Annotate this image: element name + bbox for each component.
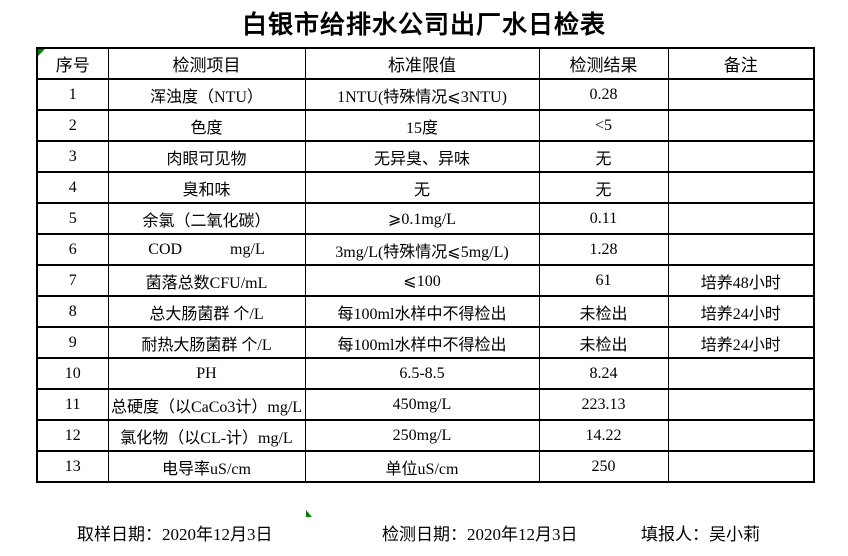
cell-note [667, 171, 815, 204]
cell-no: 13 [36, 450, 109, 483]
cell-limit: 每100ml水样中不得检出 [304, 326, 540, 359]
cell-note: 培养24小时 [667, 326, 815, 359]
cell-limit: 15度 [304, 109, 540, 142]
cell-no: 3 [36, 140, 109, 173]
cell-no: 11 [36, 388, 109, 421]
cell-result: 未检出 [538, 295, 669, 328]
cell-no: 2 [36, 109, 109, 142]
cell-note [667, 202, 815, 235]
cell-limit: ⩽100 [304, 264, 540, 297]
footer: 取样日期：2020年12月3日 检测日期：2020年12月3日 填报人：吴小莉 [0, 520, 848, 544]
cell-result: 0.11 [538, 202, 669, 235]
header-cell-result: 检测结果 [538, 47, 669, 80]
cell-result: 223.13 [538, 388, 669, 421]
cell-item: 总大肠菌群 个/L [107, 295, 306, 328]
cell-item: 菌落总数CFU/mL [107, 264, 306, 297]
cell-note [667, 140, 815, 173]
header-cell-no: 序号 [36, 47, 109, 80]
cell-note [667, 450, 815, 483]
table-row: 13 电导率uS/cm 单位uS/cm 250 [36, 450, 815, 483]
table-row: 4 臭和味无无 [36, 171, 815, 204]
cell-no: 7 [36, 264, 109, 297]
cell-limit: 6.5-8.5 [304, 357, 540, 390]
cell-no: 12 [36, 419, 109, 452]
cell-limit: ⩾0.1mg/L [304, 202, 540, 235]
table-row: 2 色度 15度 <5 [36, 109, 815, 142]
cell-limit: 每100ml水样中不得检出 [304, 295, 540, 328]
reporter-text: 填报人：吴小莉 [641, 525, 760, 544]
cell-item: 耐热大肠菌群 个/L [107, 326, 306, 359]
table-row: 12 氯化物（以CL-计）mg/L 250mg/L 14.22 [36, 419, 815, 452]
cell-no: 1 [36, 78, 109, 111]
test-date-text: 检测日期：2020年12月3日 [382, 525, 578, 544]
cell-note [667, 233, 815, 266]
cell-item: 臭和味 [107, 171, 306, 204]
cell-item: 氯化物（以CL-计）mg/L [107, 419, 306, 452]
cell-item: 电导率uS/cm [107, 450, 306, 483]
table-row: 11 总硬度（以CaCo3计）mg/L 450mg/L 223.13 [36, 388, 815, 421]
cell-no: 10 [36, 357, 109, 390]
cell-item: 色度 [107, 109, 306, 142]
cell-note [667, 78, 815, 111]
cell-result: 无 [538, 171, 669, 204]
cell-result: 未检出 [538, 326, 669, 359]
table-row: 1 浑浊度（NTU） 1NTU(特殊情况⩽3NTU) 0.28 [36, 78, 815, 111]
sample-date-text: 取样日期：2020年12月3日 [77, 525, 273, 544]
table-row: 3 肉眼可见物 无异臭、异味无 [36, 140, 815, 173]
cell-result: 无 [538, 140, 669, 173]
table-row: 10 PH 6.5-8.5 8.24 [36, 357, 815, 390]
header-row: 序号 检测项目 标准限值 检测结果 备注 [36, 47, 815, 80]
cell-result: 14.22 [538, 419, 669, 452]
cell-result: 8.24 [538, 357, 669, 390]
table-row: 8 总大肠菌群 个/L 每100ml水样中不得检出 未检出 培养24小时 [36, 295, 815, 328]
cell-item: 余氯（二氧化碳） [107, 202, 306, 235]
cell-result: <5 [538, 109, 669, 142]
cell-item: 浑浊度（NTU） [107, 78, 306, 111]
cell-limit: 3mg/L(特殊情况⩽5mg/L) [304, 233, 540, 266]
cell-result: 0.28 [538, 78, 669, 111]
cell-note: 培养48小时 [667, 264, 815, 297]
header-cell-limit: 标准限值 [304, 47, 540, 80]
cell-note: 培养24小时 [667, 295, 815, 328]
cell-limit: 无 [304, 171, 540, 204]
cell-note [667, 419, 815, 452]
page-title: 白银市给排水公司出厂水日检表 [241, 12, 606, 39]
cell-no: 4 [36, 171, 109, 204]
inspection-table: 序号 检测项目 标准限值 检测结果 备注 1 浑浊度（NTU） 1NTU(特殊情况⩽… [36, 47, 815, 483]
cell-note [667, 357, 815, 390]
table-row: 7 菌落总数CFU/mL ⩽100 61 培养48小时 [36, 264, 815, 297]
cell-item: 总硬度（以CaCo3计）mg/L [107, 388, 306, 421]
table-row: 9 耐热大肠菌群 个/L 每100ml水样中不得检出 未检出 培养24小时 [36, 326, 815, 359]
header-cell-note: 备注 [667, 47, 815, 80]
table-row: 5 余氯（二氧化碳） ⩾0.1mg/L 0.11 [36, 202, 815, 235]
cell-item: COD mg/L [107, 233, 306, 266]
cell-no: 8 [36, 295, 109, 328]
cell-result: 61 [538, 264, 669, 297]
cell-limit: 250mg/L [304, 419, 540, 452]
cell-note [667, 109, 815, 142]
cell-item: PH [107, 357, 306, 390]
green-bottom-marker-icon [306, 510, 312, 517]
cell-no: 9 [36, 326, 109, 359]
cell-result: 1.28 [538, 233, 669, 266]
table-body: 1 浑浊度（NTU） 1NTU(特殊情况⩽3NTU) 0.28 2 色度 15度 <5 3 肉眼可… [36, 78, 815, 483]
cell-limit: 无异臭、异味 [304, 140, 540, 173]
cell-item: 肉眼可见物 [107, 140, 306, 173]
cell-no: 5 [36, 202, 109, 235]
cell-no: 6 [36, 233, 109, 266]
cell-result: 250 [538, 450, 669, 483]
cell-limit: 450mg/L [304, 388, 540, 421]
cell-note [667, 388, 815, 421]
header-cell-item: 检测项目 [107, 47, 306, 80]
cell-limit: 1NTU(特殊情况⩽3NTU) [304, 78, 540, 111]
cell-limit: 单位uS/cm [304, 450, 540, 483]
table-row: 6 COD mg/L 3mg/L(特殊情况⩽5mg/L) 1.28 [36, 233, 815, 266]
